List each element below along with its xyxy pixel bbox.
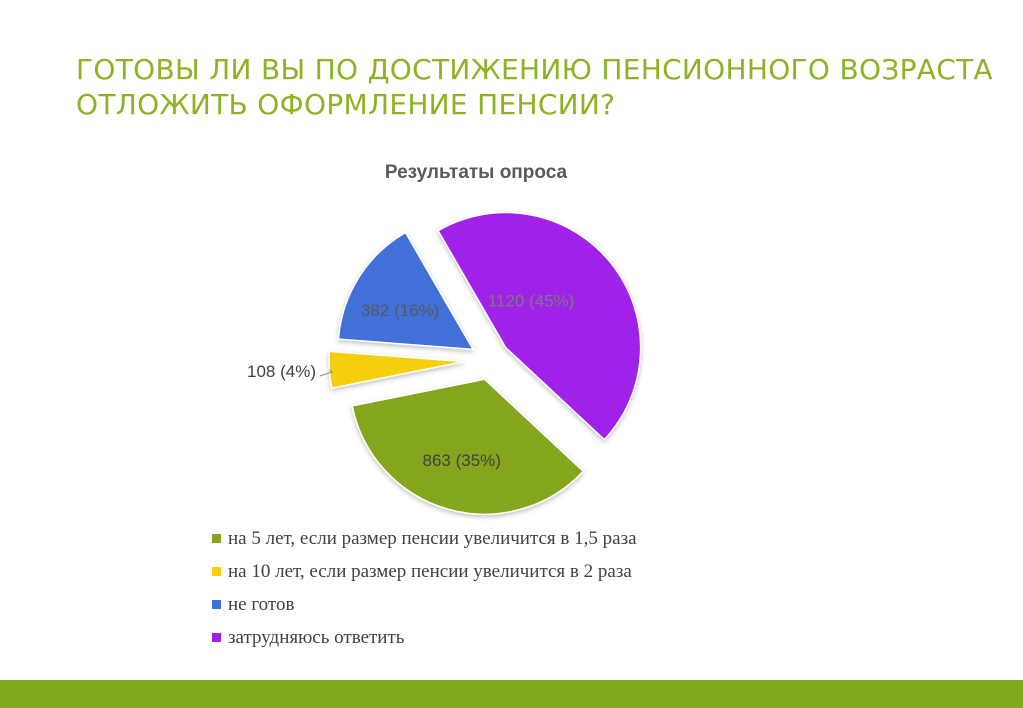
pie-slice [337,231,475,351]
data-label: 108 (4%) [247,362,316,381]
pie-slice [351,378,585,515]
chart-legend: на 5 лет, если размер пенсии увеличится … [212,522,637,654]
legend-item: не готов [212,588,637,621]
leader-line [319,369,334,377]
data-label: 382 (16%) [361,301,439,320]
legend-label: не готов [228,593,295,615]
slide-title: ГОТОВЫ ЛИ ВЫ ПО ДОСТИЖЕНИЮ ПЕНСИОННОГО В… [76,53,993,121]
legend-item: на 10 лет, если размер пенсии увеличится… [212,555,637,588]
legend-item: затрудняюсь ответить [212,621,637,654]
legend-swatch [212,567,221,576]
legend-label: затрудняюсь ответить [228,626,405,648]
data-label: 1120 (45%) [488,291,575,310]
legend-swatch [212,633,221,642]
data-label: 863 (35%) [423,451,501,470]
legend-label: на 10 лет, если размер пенсии увеличится… [228,560,632,582]
pie-slice [328,350,465,390]
footer-bar [0,680,1023,708]
legend-swatch [212,600,221,609]
pie-chart: Результаты опроса 863 (35%) 108 (4%) 382 (… [247,162,642,515]
chart-title: Результаты опроса [385,162,568,183]
legend-item: на 5 лет, если размер пенсии увеличится … [212,522,637,555]
pie-slice [437,211,642,441]
legend-label: на 5 лет, если размер пенсии увеличится … [228,527,637,549]
legend-swatch [212,534,221,543]
